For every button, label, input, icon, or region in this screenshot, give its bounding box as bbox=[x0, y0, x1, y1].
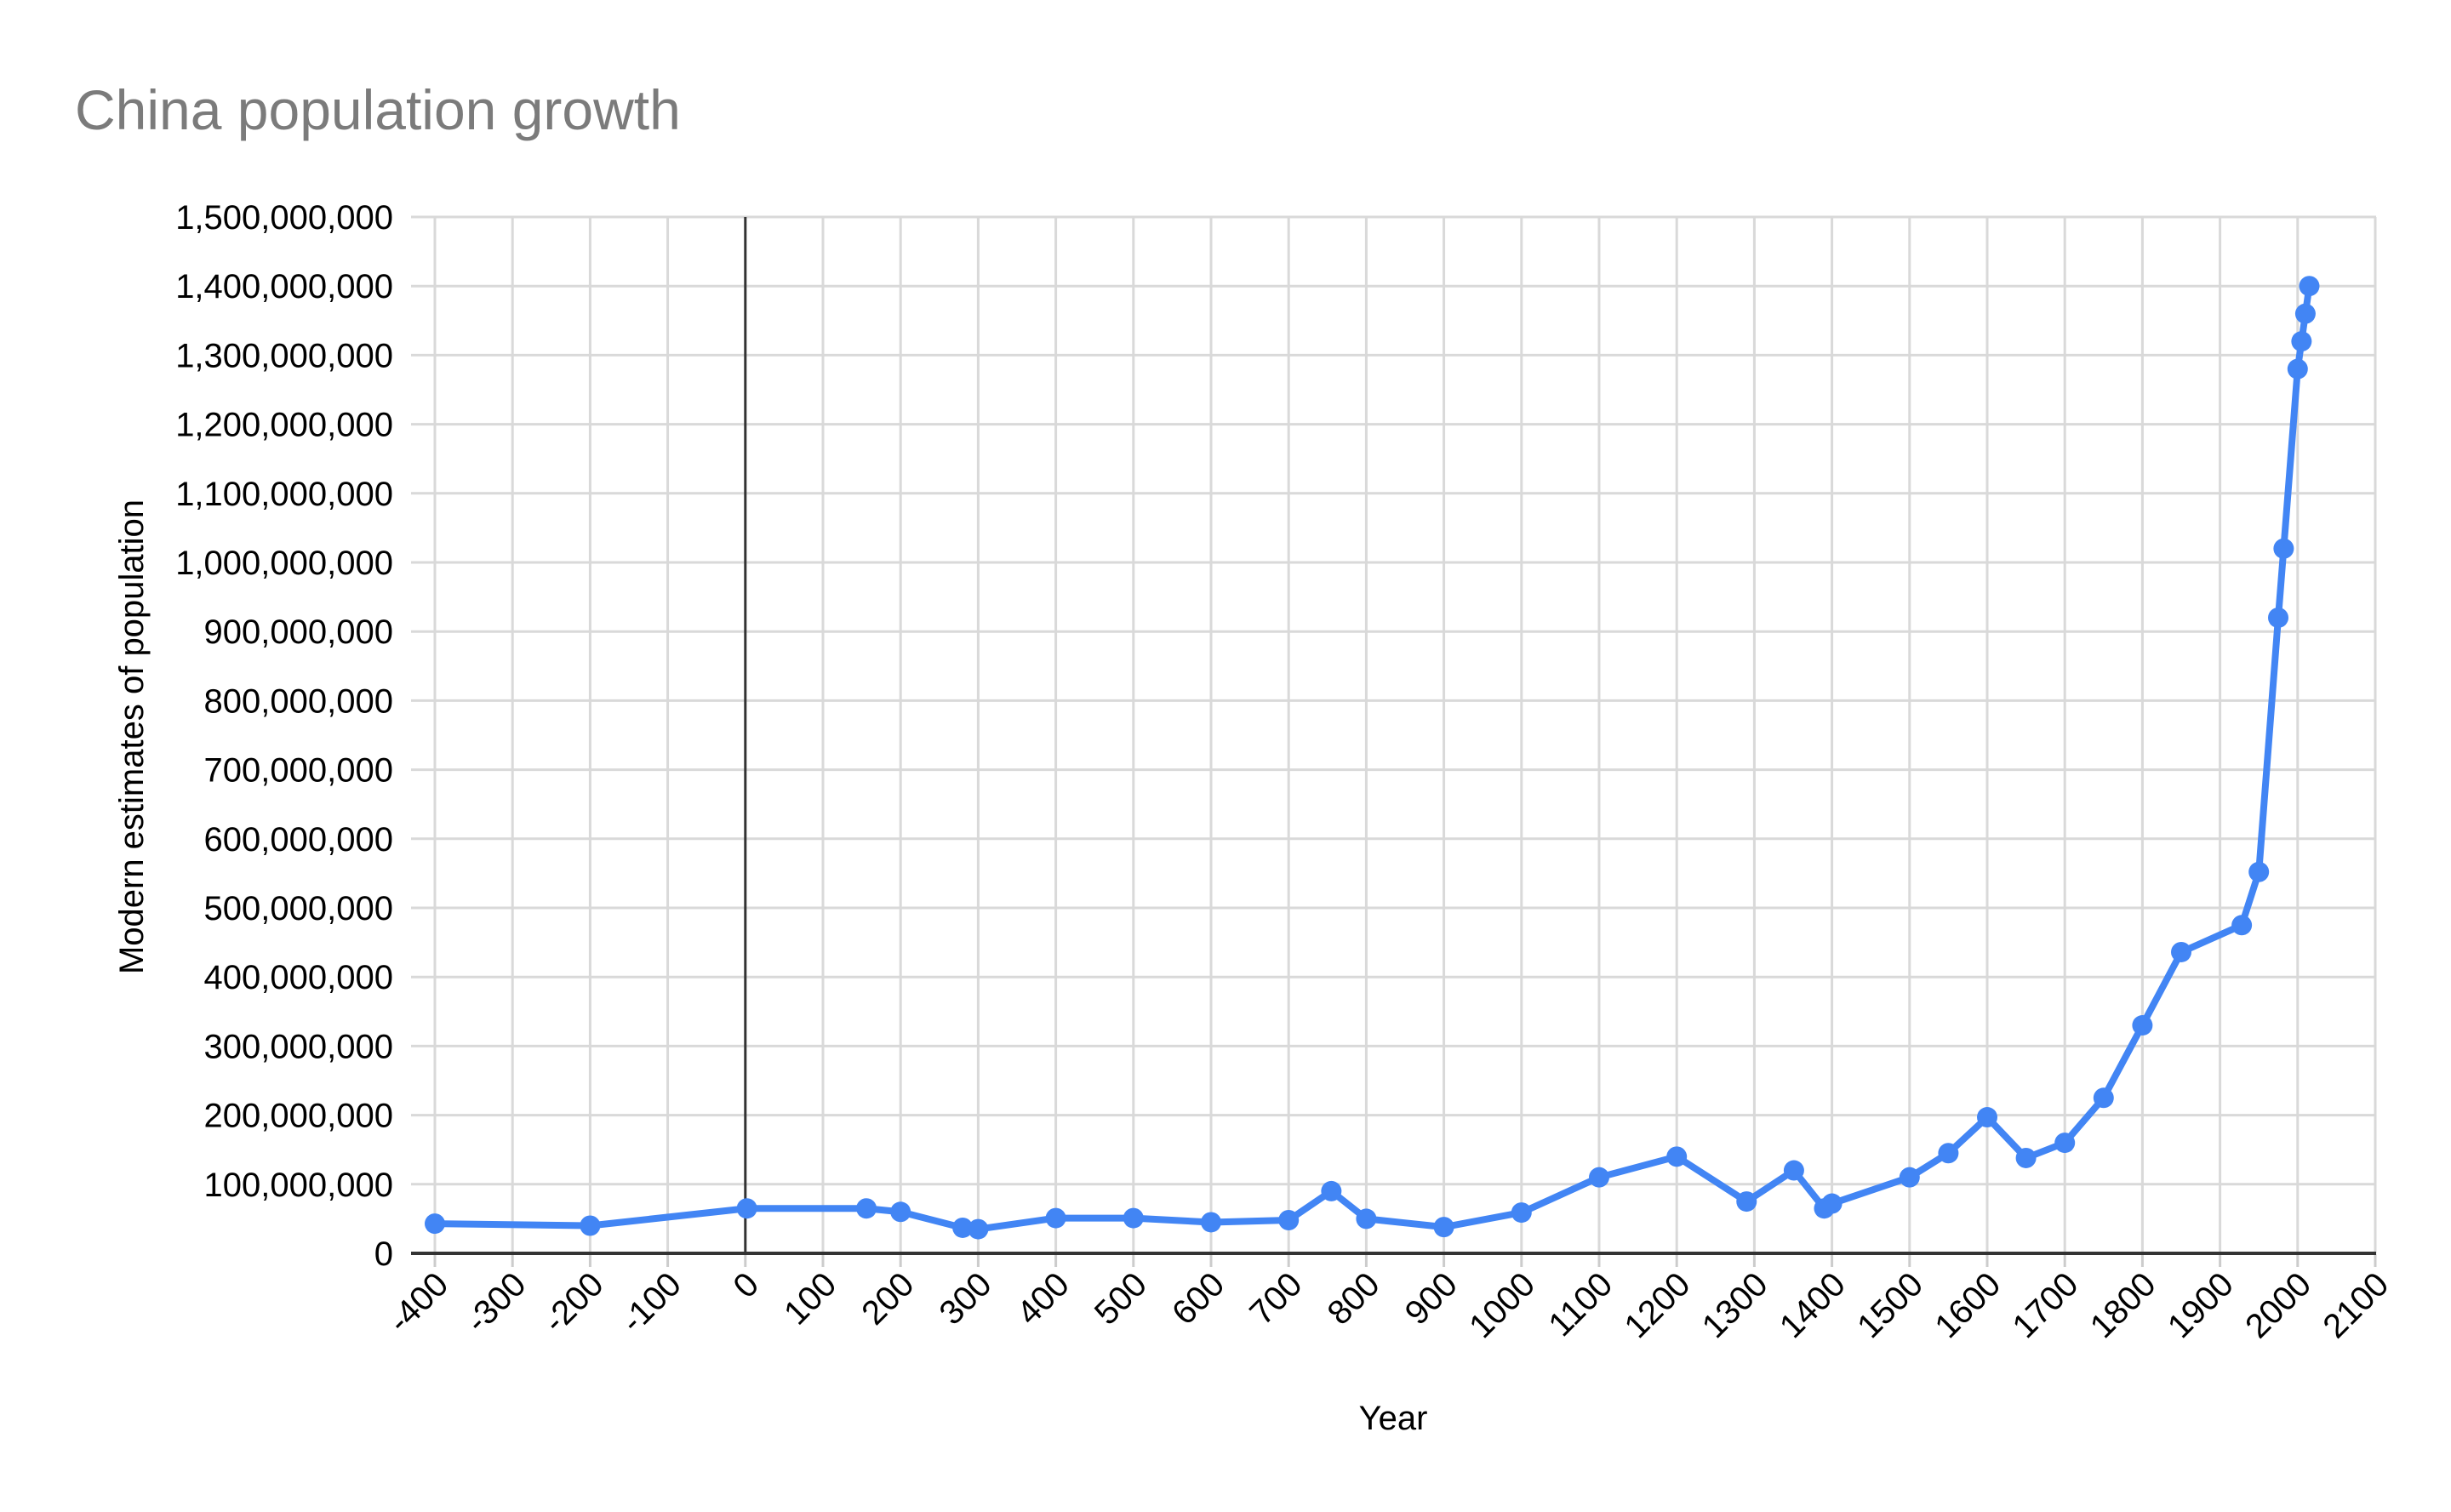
x-tick-label: 500 bbox=[1088, 1265, 1154, 1332]
data-point[interactable] bbox=[2287, 358, 2308, 379]
data-point[interactable] bbox=[968, 1218, 989, 1240]
x-tick-label: 1800 bbox=[2083, 1265, 2163, 1345]
x-tick-label: 1500 bbox=[1850, 1265, 1930, 1345]
x-tick-label: 900 bbox=[1398, 1265, 1465, 1332]
y-tick-label: 200,000,000 bbox=[204, 1098, 393, 1135]
data-point[interactable] bbox=[1511, 1202, 1532, 1224]
data-point[interactable] bbox=[1123, 1207, 1144, 1229]
x-tick-label: -300 bbox=[459, 1265, 534, 1340]
x-tick-label: 300 bbox=[932, 1265, 998, 1332]
y-tick-label: 400,000,000 bbox=[204, 959, 393, 996]
data-point[interactable] bbox=[856, 1198, 877, 1219]
y-tick-label: 800,000,000 bbox=[204, 682, 393, 720]
data-point[interactable] bbox=[425, 1213, 445, 1235]
y-tick-label: 700,000,000 bbox=[204, 752, 393, 790]
data-point[interactable] bbox=[580, 1215, 601, 1236]
data-point[interactable] bbox=[1433, 1217, 1454, 1238]
y-tick-label: 300,000,000 bbox=[204, 1028, 393, 1065]
x-tick-label: 1400 bbox=[1773, 1265, 1853, 1345]
x-tick-label: 700 bbox=[1243, 1265, 1309, 1332]
chart-title: China population growth bbox=[75, 78, 681, 141]
y-tick-label: 1,200,000,000 bbox=[175, 407, 393, 444]
data-point[interactable] bbox=[2054, 1133, 2076, 1154]
data-point[interactable] bbox=[2273, 538, 2294, 559]
x-tick-label: 600 bbox=[1165, 1265, 1231, 1332]
x-axis-title: Year bbox=[1358, 1400, 1428, 1437]
data-point[interactable] bbox=[2093, 1087, 2114, 1109]
data-point[interactable] bbox=[1736, 1191, 1757, 1212]
data-point[interactable] bbox=[2132, 1015, 2153, 1036]
y-tick-label: 1,300,000,000 bbox=[175, 337, 393, 374]
data-point[interactable] bbox=[2248, 861, 2270, 882]
data-point[interactable] bbox=[1045, 1207, 1066, 1229]
data-point[interactable] bbox=[1201, 1212, 1221, 1233]
data-point[interactable] bbox=[890, 1201, 911, 1223]
x-tick-label: 2000 bbox=[2238, 1265, 2318, 1345]
x-tick-label: 200 bbox=[854, 1265, 921, 1332]
x-tick-label: 2100 bbox=[2316, 1265, 2396, 1345]
data-point[interactable] bbox=[1321, 1180, 1342, 1201]
y-tick-label: 600,000,000 bbox=[204, 821, 393, 859]
y-tick-label: 900,000,000 bbox=[204, 613, 393, 651]
x-tick-label: 1000 bbox=[1462, 1265, 1542, 1345]
data-point[interactable] bbox=[1666, 1146, 1688, 1167]
x-tick-label: -400 bbox=[381, 1265, 456, 1340]
y-tick-label: 1,500,000,000 bbox=[175, 199, 393, 237]
population-line bbox=[431, 282, 2313, 1233]
x-tick-label: -200 bbox=[536, 1265, 611, 1340]
x-tick-label: 1300 bbox=[1695, 1265, 1775, 1345]
x-tick-label: 1600 bbox=[1928, 1265, 2008, 1345]
x-tick-label: 1100 bbox=[1541, 1265, 1620, 1344]
data-point[interactable] bbox=[2171, 941, 2191, 962]
y-tick-label: 1,400,000,000 bbox=[175, 268, 393, 305]
data-point[interactable] bbox=[2015, 1147, 2037, 1168]
data-point[interactable] bbox=[1278, 1210, 1300, 1231]
y-tick-label: 1,000,000,000 bbox=[175, 545, 393, 582]
x-tick-label: 1900 bbox=[2161, 1265, 2241, 1345]
data-point[interactable] bbox=[2291, 331, 2312, 352]
data-point[interactable] bbox=[736, 1198, 757, 1219]
data-point[interactable] bbox=[1899, 1167, 1920, 1188]
y-axis-title: Modern estimates of population bbox=[113, 499, 151, 975]
data-point[interactable] bbox=[1356, 1208, 1377, 1230]
data-point[interactable] bbox=[1977, 1107, 1997, 1128]
x-tick-label: 800 bbox=[1320, 1265, 1386, 1332]
data-point[interactable] bbox=[1589, 1167, 1609, 1188]
x-tick-label: 400 bbox=[1010, 1265, 1077, 1332]
y-tick-label: 1,100,000,000 bbox=[175, 476, 393, 513]
data-point[interactable] bbox=[2294, 303, 2316, 324]
data-point[interactable] bbox=[1821, 1193, 1843, 1214]
x-tick-label: 1200 bbox=[1618, 1265, 1698, 1345]
x-tick-label: 1700 bbox=[2006, 1265, 2086, 1345]
data-point[interactable] bbox=[1783, 1160, 1804, 1181]
y-tick-label: 0 bbox=[374, 1235, 393, 1273]
data-point[interactable] bbox=[2299, 276, 2320, 297]
y-tick-label: 500,000,000 bbox=[204, 890, 393, 927]
y-tick-label: 100,000,000 bbox=[204, 1167, 393, 1204]
data-point[interactable] bbox=[2231, 915, 2253, 936]
x-tick-label: 0 bbox=[726, 1265, 766, 1305]
data-point[interactable] bbox=[952, 1217, 974, 1238]
data-point[interactable] bbox=[2268, 607, 2288, 628]
x-tick-label: -100 bbox=[614, 1265, 688, 1340]
x-tick-label: 100 bbox=[777, 1265, 843, 1332]
data-point[interactable] bbox=[1938, 1143, 1959, 1164]
